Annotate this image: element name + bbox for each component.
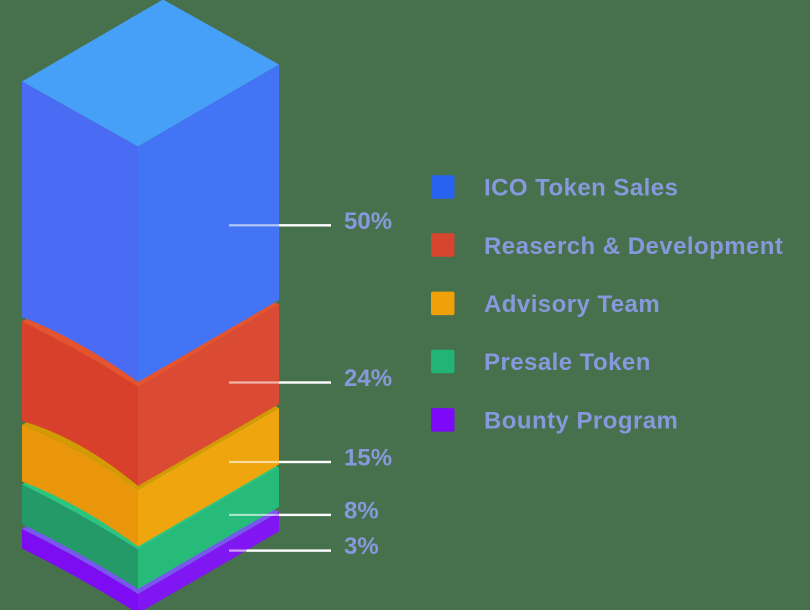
svg-text:3%: 3% [344, 533, 379, 560]
svg-text:Reaserch & Development: Reaserch & Development [484, 233, 783, 260]
svg-text:Advisory Team: Advisory Team [484, 291, 660, 318]
svg-text:50%: 50% [344, 208, 392, 235]
svg-text:8%: 8% [344, 497, 379, 524]
svg-text:ICO Token Sales: ICO Token Sales [484, 175, 678, 202]
svg-text:24%: 24% [344, 365, 392, 392]
svg-text:15%: 15% [344, 445, 392, 472]
svg-text:Presale Token: Presale Token [484, 349, 651, 376]
svg-text:Bounty Program: Bounty Program [484, 408, 678, 435]
